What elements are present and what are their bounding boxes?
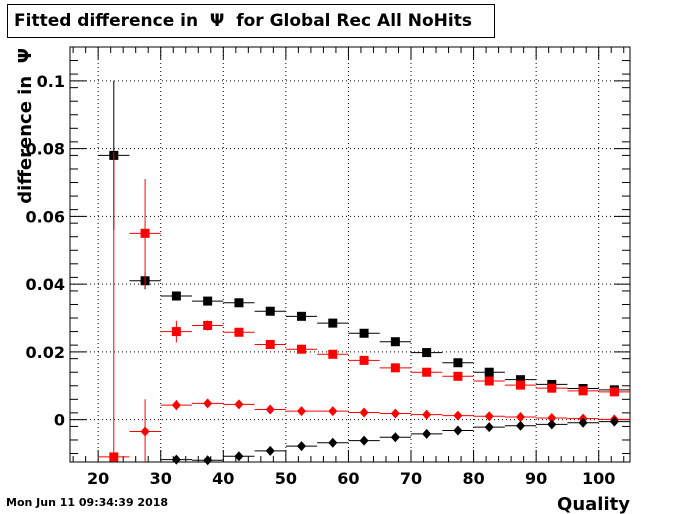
data-point-square	[578, 386, 588, 396]
data-point-diamond	[578, 417, 588, 428]
data-point-square	[328, 349, 338, 359]
data-point-diamond	[234, 451, 244, 462]
grid-lines	[70, 47, 630, 462]
data-point-diamond	[328, 406, 338, 417]
x-tick-label: 100	[582, 469, 615, 488]
data-marks	[98, 80, 630, 466]
data-point-diamond	[547, 412, 557, 423]
data-point-square	[609, 387, 619, 397]
data-point-diamond	[265, 445, 275, 456]
data-point-diamond	[390, 408, 400, 419]
data-point-square	[390, 337, 400, 347]
data-point-diamond	[484, 422, 494, 433]
data-point-diamond	[484, 411, 494, 422]
data-point-square	[203, 320, 213, 330]
data-point-diamond	[422, 428, 432, 439]
data-point-square	[390, 363, 400, 373]
y-tick-label: 0.1	[37, 72, 65, 91]
data-point-square	[516, 375, 526, 385]
series-1	[98, 152, 630, 462]
data-point-square	[359, 328, 369, 338]
data-point-diamond	[203, 455, 213, 466]
y-tick-label: 0	[54, 411, 65, 430]
data-point-diamond	[265, 404, 275, 415]
x-tick-label: 80	[462, 469, 484, 488]
data-point-diamond	[234, 399, 244, 410]
data-point-square	[547, 383, 557, 393]
data-point-square	[484, 367, 494, 377]
data-point-diamond	[171, 400, 181, 411]
data-point-square	[422, 348, 432, 358]
series-0	[98, 80, 630, 395]
data-point-diamond	[609, 416, 619, 427]
data-point-square	[140, 228, 150, 238]
data-point-square	[328, 318, 338, 328]
x-tick-label: 60	[337, 469, 359, 488]
data-point-diamond	[297, 441, 307, 452]
x-axis-label: Quality	[557, 494, 630, 514]
data-point-square	[109, 452, 119, 462]
data-point-diamond	[516, 411, 526, 422]
data-point-square	[234, 298, 244, 308]
data-point-diamond	[453, 410, 463, 421]
data-point-diamond	[359, 407, 369, 418]
data-point-diamond	[547, 419, 557, 430]
x-tick-label: 50	[275, 469, 297, 488]
data-point-square	[453, 358, 463, 368]
data-point-square	[453, 371, 463, 381]
x-tick-label: 90	[525, 469, 547, 488]
data-point-diamond	[453, 425, 463, 436]
data-point-square	[171, 291, 181, 301]
x-tick-label: 30	[150, 469, 172, 488]
data-point-diamond	[140, 426, 150, 437]
data-point-diamond	[359, 435, 369, 446]
y-tick-label: 0.02	[26, 343, 65, 362]
data-point-square	[265, 339, 275, 349]
series-3	[160, 416, 630, 466]
data-point-square	[297, 311, 307, 321]
data-point-diamond	[390, 432, 400, 443]
data-point-square	[359, 355, 369, 365]
y-tick-label: 0.06	[26, 207, 65, 226]
x-tick-label: 70	[400, 469, 422, 488]
data-point-square	[484, 376, 494, 386]
data-point-square	[265, 306, 275, 316]
data-point-diamond	[171, 454, 181, 465]
y-tick-label: 0.08	[26, 140, 65, 159]
series-2	[129, 398, 630, 462]
data-point-diamond	[422, 409, 432, 420]
data-point-diamond	[297, 406, 307, 417]
data-point-square	[297, 344, 307, 354]
data-point-diamond	[203, 398, 213, 409]
axis-ticks: 20 30 40 50 60 70 80 90 100 0 0.02 0.04 0.06 0.08 0.1	[26, 46, 630, 488]
data-point-square	[171, 327, 181, 337]
data-point-square	[203, 296, 213, 306]
data-point-square	[234, 327, 244, 337]
footer-date: Mon Jun 11 09:34:39 2018	[6, 496, 169, 509]
plot-frame	[69, 46, 631, 463]
data-point-square	[516, 380, 526, 390]
data-point-square	[422, 367, 432, 377]
x-tick-label: 20	[87, 469, 109, 488]
data-point-diamond	[516, 420, 526, 431]
data-point-diamond	[328, 437, 338, 448]
y-axis-label: difference in Ψ	[15, 48, 36, 204]
chart-title: Fitted difference in Ψ for Global Rec Al…	[7, 4, 495, 38]
x-tick-label: 40	[212, 469, 234, 488]
y-tick-label: 0.04	[26, 275, 65, 294]
